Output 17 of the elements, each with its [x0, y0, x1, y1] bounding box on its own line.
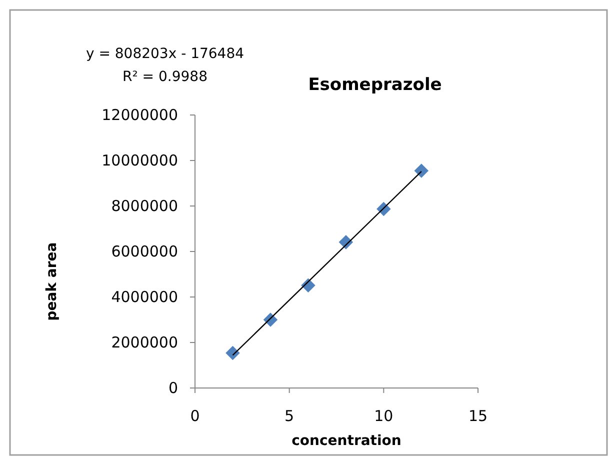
y-tick-label: 6000000	[111, 242, 178, 260]
y-tick-label: 12000000	[102, 106, 178, 124]
y-tick-label: 8000000	[111, 197, 178, 215]
x-tick-label: 0	[190, 407, 200, 425]
x-axis-title: concentration	[292, 433, 402, 449]
y-tick-label: 2000000	[111, 334, 178, 352]
x-tick-label: 5	[284, 407, 294, 425]
chart-title: Esomeprazole	[308, 75, 442, 95]
text: y = 808203x - 176484	[86, 46, 244, 62]
y-tick-label: 0	[168, 379, 178, 397]
y-tick-label: 10000000	[102, 152, 178, 170]
point	[414, 164, 429, 178]
y-tick-label: 4000000	[111, 288, 178, 306]
text: R² = 0.9988	[122, 69, 208, 85]
x-tick-label: 15	[468, 407, 488, 425]
y-axis-title: peak area	[44, 242, 60, 321]
x-tick-label: 10	[374, 407, 394, 425]
